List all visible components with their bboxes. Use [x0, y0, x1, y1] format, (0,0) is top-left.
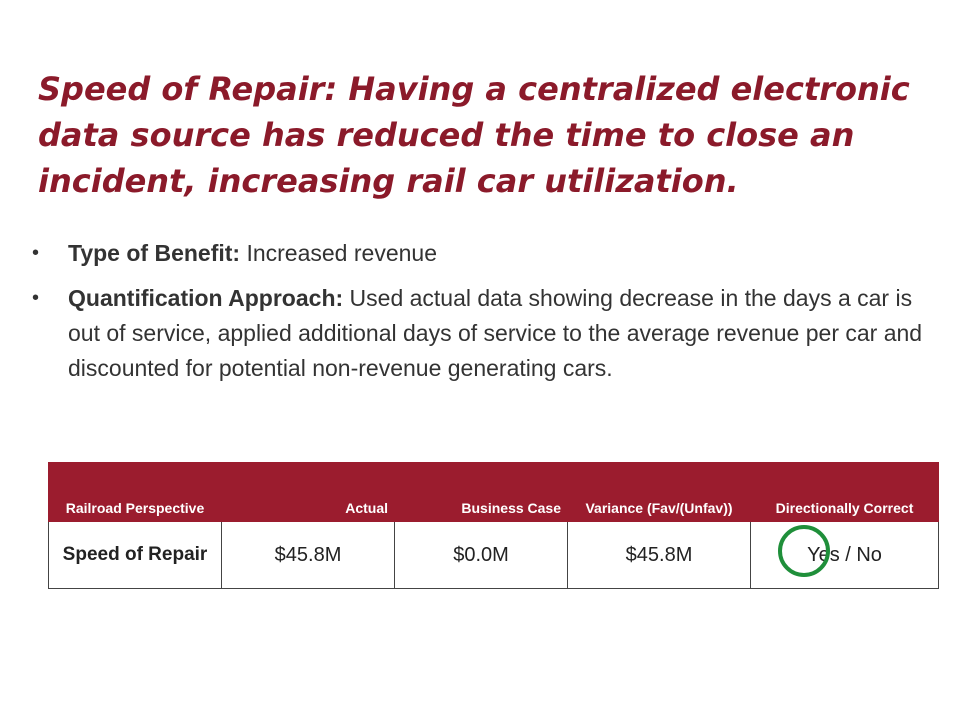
slide-title: Speed of Repair: Having a centralized el…	[38, 70, 910, 200]
bullet-list: • Type of Benefit: Increased revenue • Q…	[30, 236, 930, 396]
benefit-table: Railroad Perspective Actual Business Cas…	[48, 462, 939, 589]
bullet-text: Used actual data showing decrease in the…	[68, 285, 923, 381]
row-label: Speed of Repair	[48, 521, 222, 589]
bullet-icon: •	[32, 287, 40, 309]
column-header: Directionally Correct	[750, 462, 939, 522]
bullet-benefit-type: • Type of Benefit: Increased revenue	[30, 236, 930, 271]
bullet-icon: •	[32, 242, 40, 264]
column-header: Actual	[221, 462, 395, 522]
bullet-lead: Type of Benefit:	[68, 240, 241, 266]
directionally-correct-value: Yes / No	[750, 521, 939, 589]
business-case-value: $0.0M	[394, 521, 568, 589]
bullet-lead: Quantification Approach:	[68, 285, 344, 311]
table-row: Speed of Repair $45.8M $0.0M $45.8M Yes …	[48, 521, 939, 589]
table-header-row: Railroad Perspective Actual Business Cas…	[48, 462, 939, 522]
bullet-quantification: • Quantification Approach: Used actual d…	[30, 281, 930, 386]
actual-value: $45.8M	[221, 521, 395, 589]
column-header: Railroad Perspective	[48, 462, 222, 522]
variance-value: $45.8M	[567, 521, 751, 589]
bullet-text: Increased revenue	[240, 240, 437, 266]
column-header: Business Case	[394, 462, 568, 522]
column-header: Variance (Fav/(Unfav))	[567, 462, 751, 522]
